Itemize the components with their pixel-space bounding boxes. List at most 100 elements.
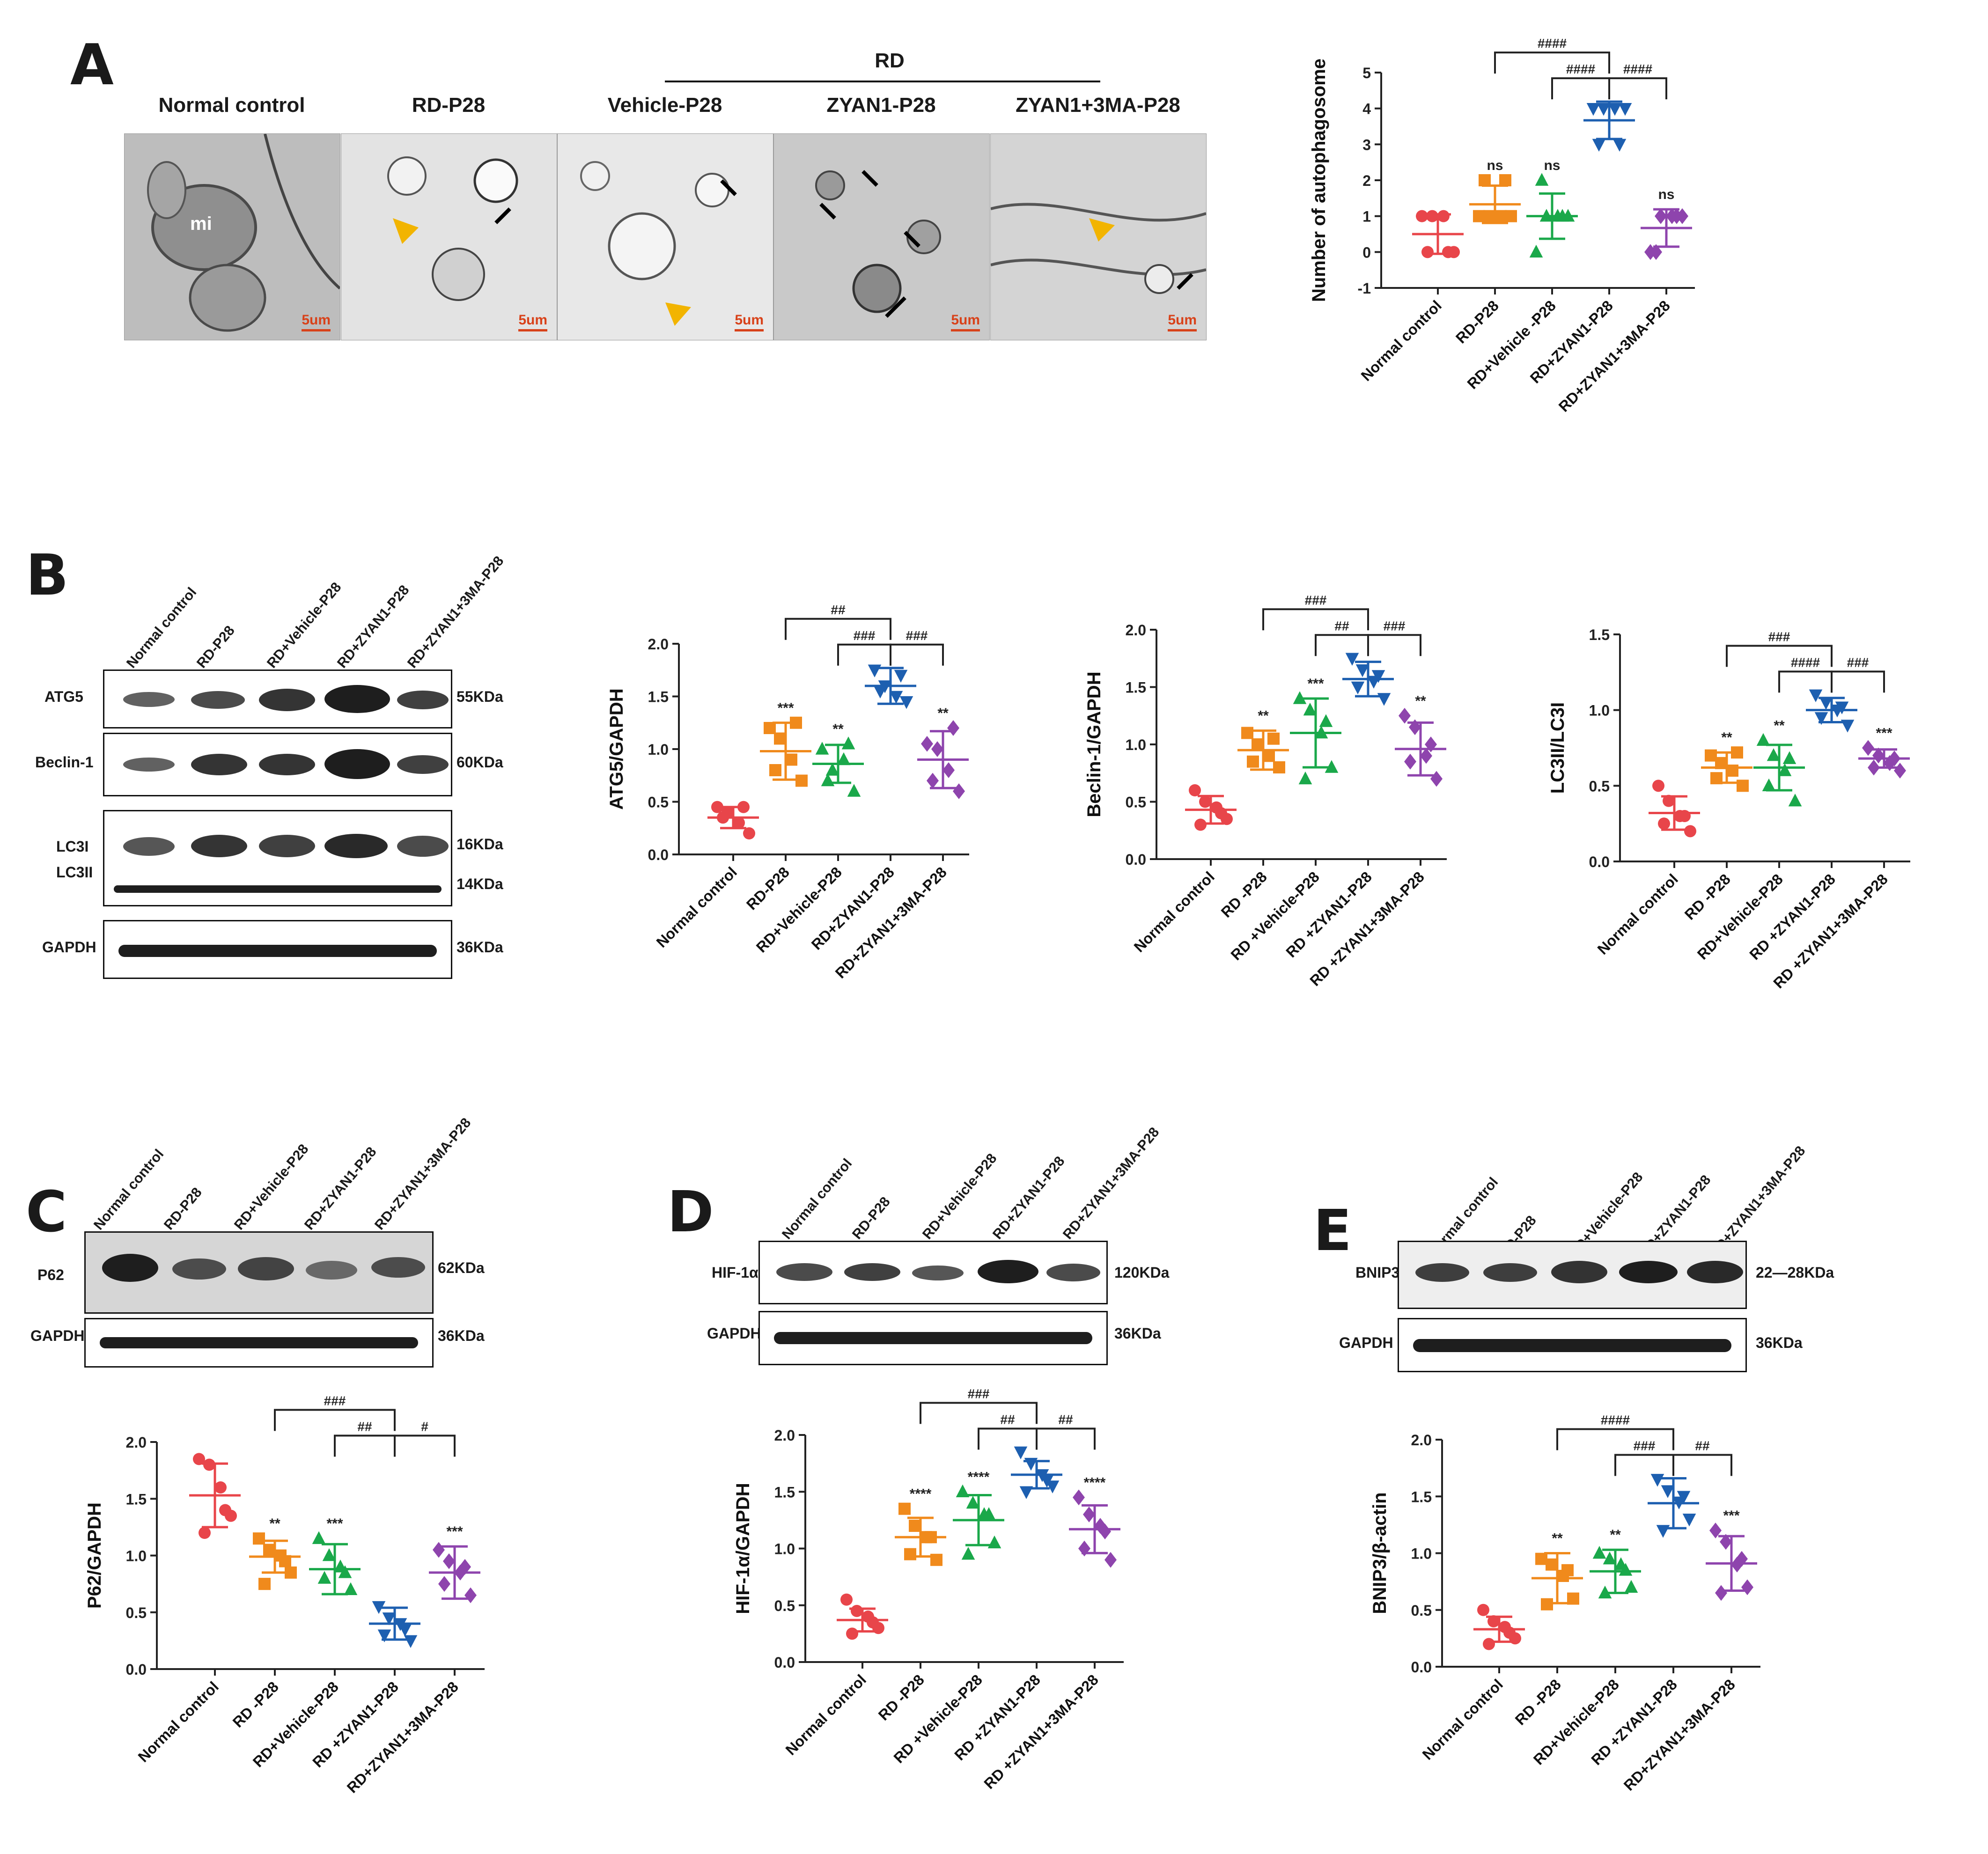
data-point	[1782, 751, 1797, 764]
blot-d-kda-gapdh: 36KDa	[1114, 1325, 1161, 1342]
arrow-marker	[494, 207, 511, 224]
band	[1415, 1263, 1469, 1282]
blot-b-kda-lc3ii: 14KDa	[457, 876, 503, 892]
band	[1687, 1261, 1743, 1283]
significance-bracket: ##	[1672, 1438, 1732, 1476]
data-point	[398, 1624, 412, 1637]
data-point	[769, 764, 781, 776]
series-2: **	[812, 721, 864, 797]
x-tick-label: RD-P28	[743, 863, 793, 913]
em-texture	[774, 134, 989, 340]
y-tick-label: 1.5	[1411, 1488, 1432, 1505]
y-tick-label: 1.5	[126, 1491, 147, 1508]
data-point	[1442, 246, 1454, 258]
band	[397, 755, 449, 774]
data-point	[1586, 103, 1600, 116]
lc3ii-band-row	[114, 885, 442, 893]
y-tick-label: 0.0	[648, 846, 669, 863]
bracket-line	[890, 643, 944, 666]
data-point	[1483, 210, 1495, 222]
data-point	[1756, 733, 1770, 746]
data-point	[1479, 174, 1491, 186]
data-point	[1437, 210, 1450, 222]
data-point	[1430, 771, 1443, 787]
significance-bracket: ####	[1608, 62, 1667, 100]
blot-b-row-gapdh: GAPDH	[42, 939, 96, 956]
significance-bracket: ###	[1367, 618, 1421, 656]
data-point	[982, 1507, 996, 1520]
data-point	[1535, 173, 1549, 186]
x-tick-label: RD -P28	[1681, 870, 1734, 923]
em-image-rd: 5um	[341, 133, 557, 340]
data-point	[1046, 1480, 1060, 1494]
data-point	[867, 1616, 879, 1629]
significance-label: ***	[1723, 1508, 1739, 1523]
bracket-label: ###	[324, 1393, 346, 1408]
bracket-label: ###	[1634, 1438, 1656, 1453]
y-tick-label: -1	[1358, 280, 1371, 297]
series-4: **	[1395, 693, 1446, 787]
series-1: **	[1701, 730, 1752, 792]
band	[123, 837, 175, 856]
data-point	[1608, 103, 1622, 116]
data-point	[961, 1547, 975, 1560]
data-point	[1592, 139, 1606, 152]
blot-c-kda-p62: 62KDa	[438, 1259, 485, 1276]
data-point	[338, 1565, 352, 1578]
data-point	[1420, 748, 1432, 764]
series-0	[1185, 784, 1237, 831]
y-tick-label: 0.0	[126, 1661, 147, 1678]
bracket-label: #	[421, 1419, 428, 1434]
x-tick-label: RD+ZYAN1+3MA-P28	[1620, 1676, 1738, 1794]
data-point	[1473, 210, 1485, 222]
significance-bracket: ####	[1778, 655, 1833, 693]
data-point	[1655, 208, 1667, 224]
series-2: **	[1590, 1527, 1641, 1599]
data-point	[868, 664, 882, 677]
blot-c-kda-gapdh: 36KDa	[438, 1327, 485, 1344]
bracket-label: ####	[1601, 1413, 1630, 1427]
data-point	[1263, 750, 1275, 762]
em-rd-group-line	[665, 81, 1100, 82]
data-point	[904, 1548, 916, 1560]
y-axis-label: Beclin-1/GAPDH	[1084, 671, 1104, 817]
data-point	[1303, 702, 1317, 716]
y-tick-label: 1.5	[774, 1484, 795, 1501]
data-point	[1788, 794, 1802, 807]
data-point	[443, 1553, 455, 1569]
arrow-marker	[861, 170, 878, 187]
data-point	[1546, 1558, 1558, 1571]
data-point	[898, 1502, 911, 1515]
significance-label: **	[1721, 730, 1732, 745]
band	[191, 691, 245, 709]
gapdh-band-row	[100, 1337, 418, 1348]
significance-bracket: ###	[274, 1393, 396, 1431]
band	[776, 1263, 832, 1281]
data-point	[433, 1542, 445, 1558]
band	[371, 1257, 425, 1278]
bracket-label: ###	[1847, 655, 1869, 670]
data-point	[1267, 732, 1280, 745]
y-tick-label: 0.0	[774, 1654, 795, 1671]
data-point	[1319, 714, 1333, 727]
em-image-zyan1-3ma: 5um	[990, 133, 1207, 340]
data-point	[764, 722, 776, 734]
band	[102, 1254, 158, 1282]
band	[397, 691, 449, 709]
data-point	[1104, 1552, 1117, 1568]
bracket-line	[785, 618, 891, 640]
y-tick-label: 2	[1362, 172, 1371, 189]
data-point	[873, 685, 887, 699]
significance-label: **	[1415, 693, 1426, 709]
band	[1046, 1264, 1100, 1281]
data-point	[1663, 795, 1675, 807]
band	[123, 692, 175, 707]
chart-beclin: 0.0 0.5 1.0 1.5 2.0 Beclin-1/GAPDH Normal cont…	[1084, 593, 1447, 989]
blot-e-row-gapdh: GAPDH	[1339, 1334, 1393, 1351]
band	[912, 1265, 964, 1280]
arrow-marker	[904, 231, 920, 248]
x-tick-label: RD -P28	[1512, 1676, 1564, 1728]
bracket-label: ###	[1768, 629, 1790, 644]
series-3	[369, 1601, 420, 1648]
gapdh-band-row	[774, 1332, 1092, 1344]
